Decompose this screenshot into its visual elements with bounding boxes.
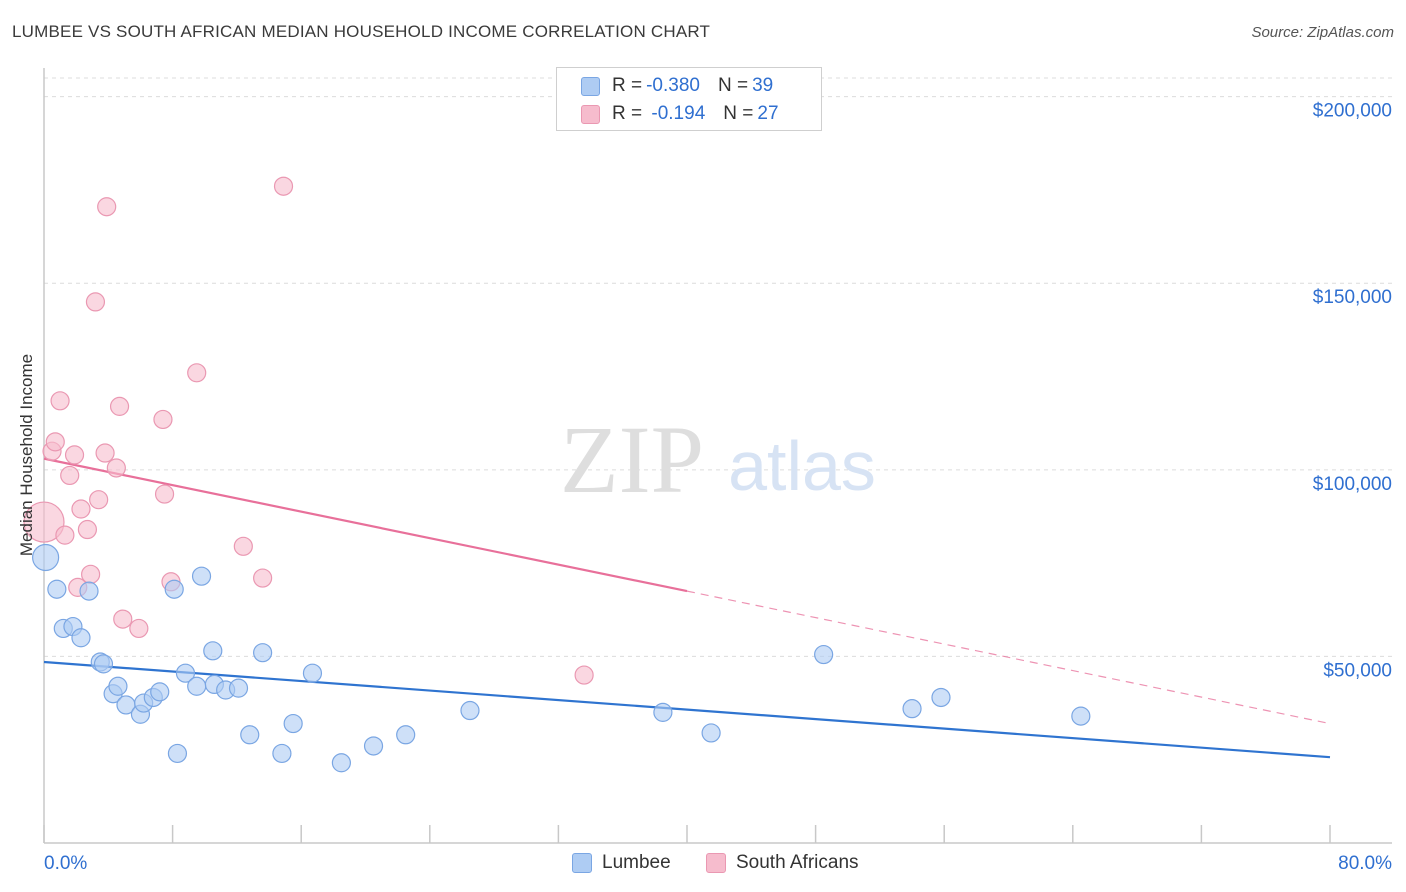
point-lumbee [1071,706,1091,726]
point-lumbee [931,687,951,708]
watermark: ZIP atlas [560,406,876,513]
point-south-africans [153,409,173,430]
legend-label-lumbee: Lumbee [602,852,671,873]
point-south-africans [113,609,133,629]
point-lumbee [108,676,128,696]
series-legend: Lumbee South Africans [0,852,1406,878]
point-south-africans [60,465,80,486]
x-tick-label: 0.0% [44,853,87,874]
legend-label-south-africans: South Africans [736,852,859,873]
trend-lines [43,457,1331,759]
point-lumbee [167,743,188,764]
legend-swatch-lumbee [581,76,600,96]
legend-item-south-africans: South Africans [706,852,859,874]
trend-line-lumbee [43,660,1331,759]
point-lumbee [272,743,292,764]
point-lumbee [331,753,351,773]
legend-r-label: R = [612,75,643,96]
legend-n-value: 27 [757,103,779,124]
data-points [23,176,1091,773]
watermark-zip: ZIP [560,406,704,513]
legend-n-label: N = [723,103,754,124]
correlation-legend: R = -0.380 N = 39 R = -0.194 N = 27 [556,67,822,131]
point-lumbee [32,543,60,572]
source-label: Source: ZipAtlas.com [1251,24,1394,41]
point-south-africans [129,618,149,639]
legend-item-lumbee: Lumbee [572,852,671,874]
point-south-africans [187,363,207,383]
point-lumbee [653,702,673,722]
point-lumbee [191,566,212,586]
legend-row-south-africans: R = -0.194 N = 27 [581,102,779,126]
point-lumbee [175,663,196,683]
y-tick-label: $100,000 [1313,474,1392,495]
point-lumbee [187,676,207,696]
grid-lines [44,77,1392,657]
x-tick-label: 80.0% [1338,853,1392,874]
point-lumbee [253,643,273,663]
point-lumbee [47,579,67,599]
point-lumbee [460,700,480,721]
point-lumbee [701,723,721,743]
tick-labels: $50,000 $100,000 $150,000 $200,000 0.0% 80.0% [44,101,1392,874]
legend-swatch-south-africans [581,104,600,124]
point-south-africans [253,568,273,588]
y-tick-label: $50,000 [1323,660,1392,681]
y-tick-label: $200,000 [1313,101,1392,122]
point-lumbee [71,628,91,648]
point-south-africans [233,536,253,556]
point-south-africans [85,292,106,312]
point-south-africans [77,519,98,540]
point-south-africans [574,665,594,685]
point-south-africans [81,564,101,584]
y-tick-label: $150,000 [1313,287,1392,308]
point-south-africans [109,396,130,416]
point-lumbee [93,654,114,674]
point-south-africans [273,176,294,196]
legend-r-label: R = [612,103,643,124]
point-south-africans [55,525,75,545]
trend-line-south-africans-extension [686,590,1331,725]
point-south-africans [45,432,65,452]
point-lumbee [814,644,834,665]
point-south-africans [89,490,109,510]
point-lumbee [902,699,922,719]
watermark-atlas: atlas [728,427,876,505]
point-south-africans [154,484,175,504]
point-south-africans [64,445,85,465]
point-lumbee [203,641,223,661]
point-lumbee [228,678,249,698]
point-lumbee [302,663,323,683]
point-lumbee [79,581,99,601]
point-lumbee [164,579,184,599]
point-south-africans [95,443,115,463]
y-axis-label: Median Household Income [17,353,36,557]
point-south-africans [50,391,70,411]
point-lumbee [240,725,260,745]
legend-n-value: 39 [752,75,774,96]
trend-line-south-africans [43,457,688,593]
point-south-africans [23,501,65,543]
legend-r-value: -0.380 [646,75,700,96]
point-south-africans [97,197,117,217]
point-lumbee [150,682,170,702]
legend-swatch-south-africans [706,853,726,873]
legend-swatch-lumbee [572,853,592,873]
point-lumbee [396,725,416,745]
legend-r-value: -0.194 [646,103,706,124]
legend-n-label: N = [717,75,749,96]
point-south-africans [71,499,91,519]
point-south-africans [106,458,126,478]
chart-title: LUMBEE VS SOUTH AFRICAN MEDIAN HOUSEHOLD… [12,22,711,41]
point-lumbee [283,713,303,734]
legend-row-lumbee: R = -0.380 N = 39 [581,74,773,98]
point-lumbee [363,736,384,756]
